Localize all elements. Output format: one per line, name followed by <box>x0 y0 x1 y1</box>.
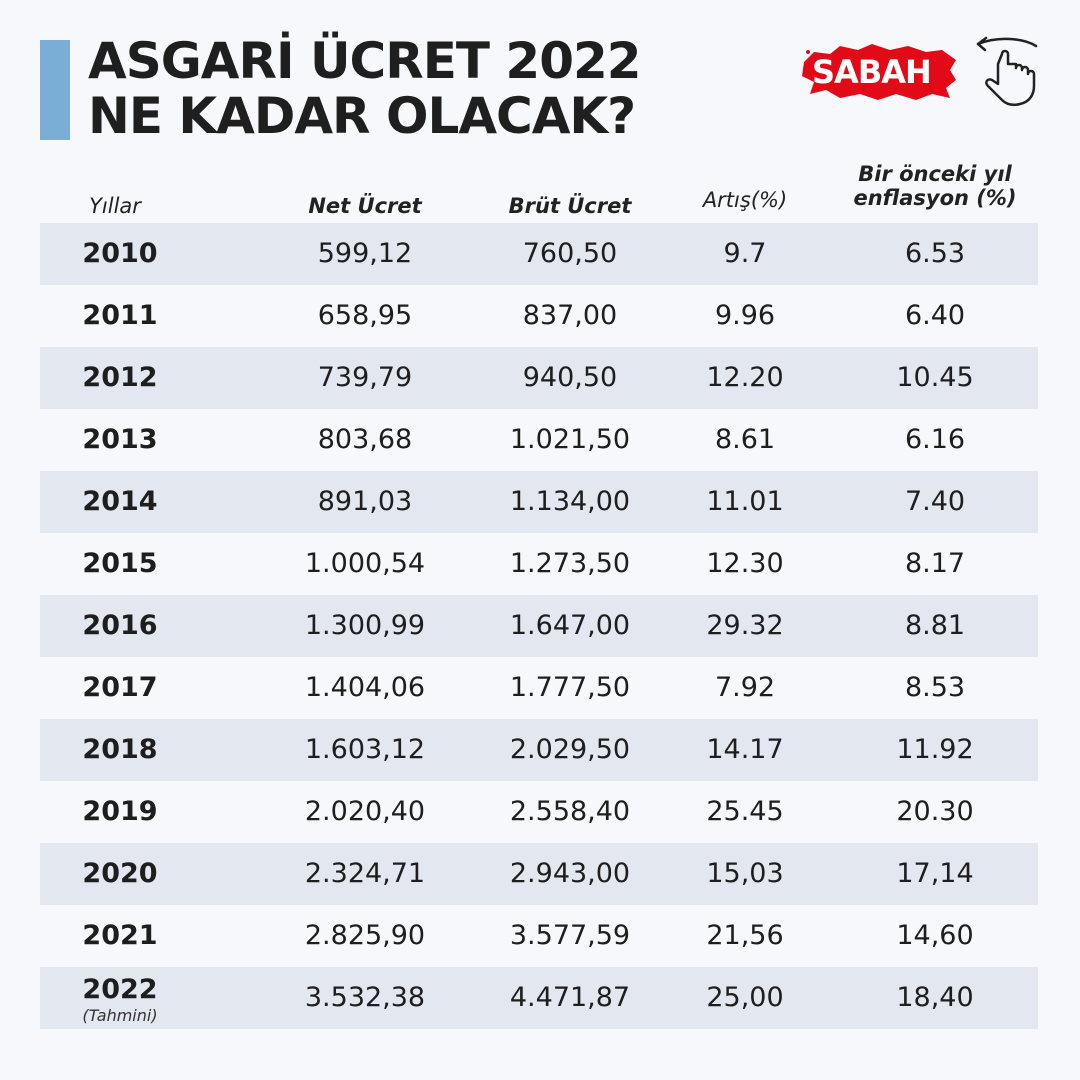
increase-cell: 11.01 <box>706 486 784 517</box>
net-wage-cell: 2.324,71 <box>304 858 426 889</box>
table-row: 2010 599,12 760,50 9.7 6.53 <box>40 223 1038 285</box>
column-header-inflation: Bir önceki yıl enflasyon (%) <box>815 162 1055 210</box>
increase-cell: 25.45 <box>706 796 784 827</box>
year-cell: 2021 <box>82 920 158 951</box>
inflation-cell: 20.30 <box>896 796 974 827</box>
sabah-logo-text: SABAH <box>812 53 932 91</box>
estimate-note: (Tahmini) <box>82 1006 158 1025</box>
net-wage-cell: 2.020,40 <box>304 796 426 827</box>
increase-cell: 9.7 <box>723 238 767 269</box>
increase-cell: 15,03 <box>706 858 784 889</box>
net-wage-cell: 599,12 <box>317 238 413 269</box>
inflation-cell: 11.92 <box>896 734 974 765</box>
table-header: Yıllar Net Ücret Brüt Ücret Artış(%) Bir… <box>40 160 1038 224</box>
year-cell: 2015 <box>82 548 158 579</box>
wage-table: 2010 599,12 760,50 9.7 6.53 2011 658,95 … <box>40 223 1038 1029</box>
pointing-hand-swipe-icon <box>968 34 1044 110</box>
inflation-cell: 10.45 <box>896 362 974 393</box>
inflation-cell: 8.17 <box>904 548 966 579</box>
inflation-cell: 6.40 <box>904 300 966 331</box>
gross-wage-cell: 1.647,00 <box>509 610 631 641</box>
year-cell: 2017 <box>82 672 158 703</box>
net-wage-cell: 2.825,90 <box>304 920 426 951</box>
net-wage-cell: 739,79 <box>317 362 413 393</box>
inflation-cell: 17,14 <box>896 858 974 889</box>
page-title-line-2: NE KADAR OLACAK? <box>88 87 636 145</box>
increase-cell: 9.96 <box>714 300 776 331</box>
gross-wage-cell: 4.471,87 <box>509 982 631 1013</box>
table-row: 2019 2.020,40 2.558,40 25.45 20.30 <box>40 781 1038 843</box>
table-row: 2011 658,95 837,00 9.96 6.40 <box>40 285 1038 347</box>
net-wage-cell: 891,03 <box>317 486 413 517</box>
column-header-net: Net Ücret <box>308 194 422 218</box>
title-accent-bar <box>40 40 70 140</box>
table-row: 2022 (Tahmini) 3.532,38 4.471,87 25,00 1… <box>40 967 1038 1029</box>
year-cell: 2016 <box>82 610 158 641</box>
column-header-brut: Brüt Ücret <box>508 194 632 218</box>
table-row: 2014 891,03 1.134,00 11.01 7.40 <box>40 471 1038 533</box>
gross-wage-cell: 3.577,59 <box>509 920 631 951</box>
page-title: ASGARİ ÜCRET 2022 NE KADAR OLACAK? <box>88 32 642 145</box>
increase-cell: 25,00 <box>706 982 784 1013</box>
gross-wage-cell: 1.777,50 <box>509 672 631 703</box>
gross-wage-cell: 1.021,50 <box>509 424 631 455</box>
gross-wage-cell: 1.273,50 <box>509 548 631 579</box>
net-wage-cell: 1.000,54 <box>304 548 426 579</box>
inflation-cell: 8.81 <box>904 610 966 641</box>
year-cell: 2014 <box>82 486 158 517</box>
table-row: 2016 1.300,99 1.647,00 29.32 8.81 <box>40 595 1038 657</box>
gross-wage-cell: 760,50 <box>522 238 618 269</box>
inflation-cell: 6.16 <box>904 424 966 455</box>
year-cell: 2011 <box>82 300 158 331</box>
inflation-cell: 8.53 <box>904 672 966 703</box>
year-cell: 2010 <box>82 238 158 269</box>
gross-wage-cell: 1.134,00 <box>509 486 631 517</box>
turkey-map-flag-icon <box>802 44 956 100</box>
gross-wage-cell: 940,50 <box>522 362 618 393</box>
net-wage-cell: 1.603,12 <box>304 734 426 765</box>
gross-wage-cell: 2.943,00 <box>509 858 631 889</box>
increase-cell: 12.20 <box>706 362 784 393</box>
inflation-cell: 18,40 <box>896 982 974 1013</box>
column-header-inflation-line-1: Bir önceki yıl <box>858 162 1012 186</box>
net-wage-cell: 658,95 <box>317 300 413 331</box>
table-row: 2013 803,68 1.021,50 8.61 6.16 <box>40 409 1038 471</box>
gross-wage-cell: 2.029,50 <box>509 734 631 765</box>
increase-cell: 12.30 <box>706 548 784 579</box>
table-row: 2020 2.324,71 2.943,00 15,03 17,14 <box>40 843 1038 905</box>
column-header-years: Yıllar <box>89 194 141 218</box>
year-cell: 2020 <box>82 858 158 889</box>
increase-cell: 21,56 <box>706 920 784 951</box>
net-wage-cell: 3.532,38 <box>304 982 426 1013</box>
year-cell: 2022 <box>82 974 158 1005</box>
increase-cell: 29.32 <box>706 610 784 641</box>
inflation-cell: 6.53 <box>904 238 966 269</box>
year-cell: 2019 <box>82 796 158 827</box>
year-cell: 2012 <box>82 362 158 393</box>
table-row: 2015 1.000,54 1.273,50 12.30 8.17 <box>40 533 1038 595</box>
sabah-logo[interactable]: SABAH <box>800 40 960 104</box>
table-row: 2017 1.404,06 1.777,50 7.92 8.53 <box>40 657 1038 719</box>
net-wage-cell: 803,68 <box>317 424 413 455</box>
table-row: 2012 739,79 940,50 12.20 10.45 <box>40 347 1038 409</box>
net-wage-cell: 1.300,99 <box>304 610 426 641</box>
year-cell: 2018 <box>82 734 158 765</box>
column-header-inflation-line-2: enflasyon (%) <box>853 186 1017 210</box>
net-wage-cell: 1.404,06 <box>304 672 426 703</box>
year-cell: 2013 <box>82 424 158 455</box>
increase-cell: 14.17 <box>706 734 784 765</box>
table-row: 2018 1.603,12 2.029,50 14.17 11.92 <box>40 719 1038 781</box>
increase-cell: 8.61 <box>714 424 776 455</box>
column-header-increase: Artış(%) <box>702 188 788 212</box>
inflation-cell: 14,60 <box>896 920 974 951</box>
table-row: 2021 2.825,90 3.577,59 21,56 14,60 <box>40 905 1038 967</box>
increase-cell: 7.92 <box>714 672 776 703</box>
inflation-cell: 7.40 <box>904 486 966 517</box>
page-title-line-1: ASGARİ ÜCRET 2022 <box>88 32 642 90</box>
gross-wage-cell: 837,00 <box>522 300 618 331</box>
gross-wage-cell: 2.558,40 <box>509 796 631 827</box>
